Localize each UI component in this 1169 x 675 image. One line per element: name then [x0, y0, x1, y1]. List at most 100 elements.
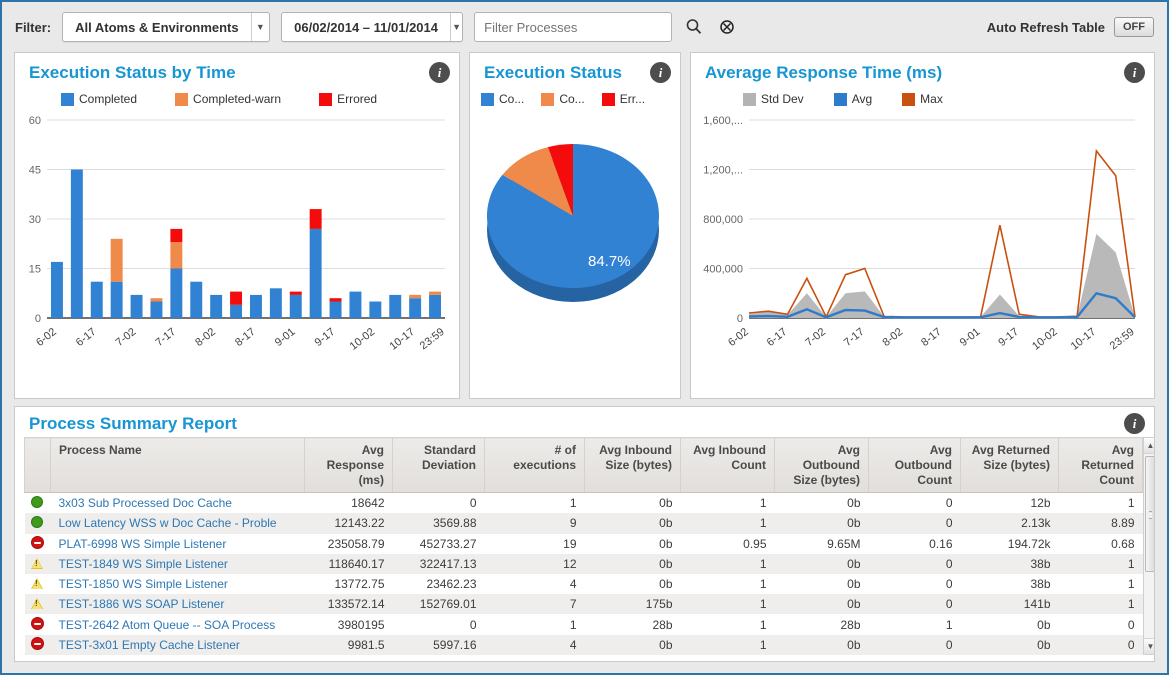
column-header-std_dev[interactable]: StandardDeviation — [393, 438, 485, 493]
table-row[interactable]: Low Latency WSS w Doc Cache - Proble 1214… — [25, 513, 1143, 533]
cell-in_size: 0b — [585, 534, 681, 554]
cell-ret_size: 12b — [961, 493, 1059, 514]
cell-in_size: 0b — [585, 513, 681, 533]
x-tick-label: 23:59 — [418, 326, 447, 352]
column-header-executions[interactable]: # ofexecutions — [485, 438, 585, 493]
bar-segment — [330, 298, 342, 301]
panel-execution-status-by-time: Execution Status by Time i CompletedComp… — [14, 52, 460, 399]
x-tick-label: 8-17 — [919, 326, 944, 349]
cell-in_count: 0.95 — [681, 534, 775, 554]
process-name-link[interactable]: Low Latency WSS w Doc Cache - Proble — [59, 516, 277, 530]
bar-segment — [210, 295, 222, 318]
scrollbar-thumb[interactable] — [1145, 456, 1155, 572]
legend-item[interactable]: Co... — [541, 92, 584, 106]
table-row[interactable]: PLAT-6998 WS Simple Listener235058.79452… — [25, 534, 1143, 554]
column-header-avg_response[interactable]: AvgResponse(ms) — [305, 438, 393, 493]
legend-item[interactable]: Errored — [319, 92, 377, 106]
legend-item[interactable]: Completed — [61, 92, 137, 106]
legend-item[interactable]: Avg — [834, 92, 872, 106]
bar-segment — [290, 295, 302, 318]
bar-segment — [290, 292, 302, 295]
x-tick-label: 6-02 — [34, 326, 59, 349]
cell-std_dev: 23462.23 — [393, 574, 485, 594]
cell-out_count: 0 — [869, 554, 961, 574]
bar-segment — [91, 282, 103, 318]
cell-ret_size: 2.13k — [961, 513, 1059, 533]
info-icon[interactable]: i — [1124, 413, 1145, 434]
column-header-name[interactable]: Process Name — [51, 438, 305, 493]
cell-ret_count: 0.68 — [1059, 534, 1143, 554]
cell-ret_size: 38b — [961, 554, 1059, 574]
process-filter-input[interactable] — [474, 12, 672, 42]
scroll-up-icon[interactable]: ▲ — [1144, 438, 1155, 454]
legend-item[interactable]: Err... — [602, 92, 645, 106]
average-response-time-chart: 0400,000800,0001,200,...1,600,...6-026-1… — [691, 108, 1151, 362]
info-icon[interactable]: i — [1124, 62, 1145, 83]
cell-executions: 1 — [485, 614, 585, 634]
table-row[interactable]: TEST-1849 WS Simple Listener118640.17322… — [25, 554, 1143, 574]
chart-legend: Completed Completed-warn Errored — [15, 83, 459, 106]
cell-std_dev: 322417.13 — [393, 554, 485, 574]
process-name-link[interactable]: TEST-2642 Atom Queue -- SOA Process — [59, 618, 276, 632]
legend-item[interactable]: Max — [902, 92, 943, 106]
process-name-link[interactable]: TEST-1886 WS SOAP Listener — [59, 597, 225, 611]
column-header-in_count[interactable]: Avg InboundCount — [681, 438, 775, 493]
bar-segment — [330, 302, 342, 319]
svg-text:60: 60 — [29, 115, 41, 127]
cell-ret_size: 38b — [961, 574, 1059, 594]
table-row[interactable]: 3x03 Sub Processed Doc Cache18642010b10b… — [25, 493, 1143, 514]
x-tick-label: 6-02 — [726, 326, 751, 349]
info-icon[interactable]: i — [429, 62, 450, 83]
atoms-environments-dropdown[interactable]: All Atoms & Environments ▼ — [62, 12, 270, 42]
process-name-link[interactable]: TEST-3x01 Empty Cache Listener — [59, 638, 240, 652]
cell-ret_size: 0b — [961, 614, 1059, 634]
status-warning-icon — [31, 558, 43, 569]
column-header-in_size[interactable]: Avg InboundSize (bytes) — [585, 438, 681, 493]
process-name-link[interactable]: TEST-1850 WS Simple Listener — [59, 577, 228, 591]
column-header-ret_count[interactable]: Avg ReturnedCount — [1059, 438, 1143, 493]
process-name-link[interactable]: 3x03 Sub Processed Doc Cache — [59, 496, 232, 510]
auto-refresh-toggle[interactable]: OFF — [1114, 17, 1154, 37]
cell-out_count: 0 — [869, 635, 961, 655]
process-name-link[interactable]: TEST-1849 WS Simple Listener — [59, 557, 228, 571]
table-row[interactable]: TEST-3x01 Empty Cache Listener9981.55997… — [25, 635, 1143, 655]
date-range-dropdown[interactable]: 06/02/2014 – 11/01/2014 ▼ — [281, 12, 463, 42]
table-row[interactable]: TEST-2642 Atom Queue -- SOA Process39801… — [25, 614, 1143, 634]
column-header-status[interactable] — [25, 438, 51, 493]
x-tick-label: 9-01 — [958, 326, 983, 349]
clear-search-icon[interactable] — [716, 16, 738, 38]
cell-in_count: 1 — [681, 493, 775, 514]
svg-text:1,200,...: 1,200,... — [703, 165, 743, 177]
cell-in_count: 1 — [681, 594, 775, 614]
cell-ret_count: 1 — [1059, 554, 1143, 574]
svg-text:0: 0 — [35, 313, 41, 325]
execution-status-pie-chart: 84.7% — [470, 108, 680, 358]
table-row[interactable]: TEST-1850 WS Simple Listener13772.752346… — [25, 574, 1143, 594]
bar-segment — [310, 209, 322, 229]
scroll-down-icon[interactable]: ▼ — [1144, 638, 1155, 654]
search-icon[interactable] — [683, 16, 705, 38]
info-icon[interactable]: i — [650, 62, 671, 83]
bar-segment — [170, 242, 182, 268]
column-header-out_count[interactable]: AvgOutboundCount — [869, 438, 961, 493]
table-scrollbar: ▲ ▼ — [1143, 437, 1155, 655]
table-row[interactable]: TEST-1886 WS SOAP Listener133572.1415276… — [25, 594, 1143, 614]
cell-executions: 19 — [485, 534, 585, 554]
cell-avg_response: 12143.22 — [305, 513, 393, 533]
bar-segment — [429, 292, 441, 295]
legend-label: Co... — [499, 92, 524, 106]
process-name-link[interactable]: PLAT-6998 WS Simple Listener — [59, 537, 227, 551]
scrollbar-track[interactable] — [1144, 454, 1155, 638]
cell-ret_count: 1 — [1059, 594, 1143, 614]
legend-item[interactable]: Std Dev — [743, 92, 804, 106]
bar-segment — [190, 282, 202, 318]
legend-item[interactable]: Completed-warn — [175, 92, 281, 106]
column-header-ret_size[interactable]: Avg ReturnedSize (bytes) — [961, 438, 1059, 493]
x-tick-label: 9-01 — [273, 326, 298, 349]
svg-text:0: 0 — [737, 313, 743, 325]
legend-swatch — [541, 93, 554, 106]
column-header-out_size[interactable]: AvgOutboundSize (bytes) — [775, 438, 869, 493]
cell-out_size: 0b — [775, 554, 869, 574]
cell-ret_count: 0 — [1059, 635, 1143, 655]
legend-item[interactable]: Co... — [481, 92, 524, 106]
